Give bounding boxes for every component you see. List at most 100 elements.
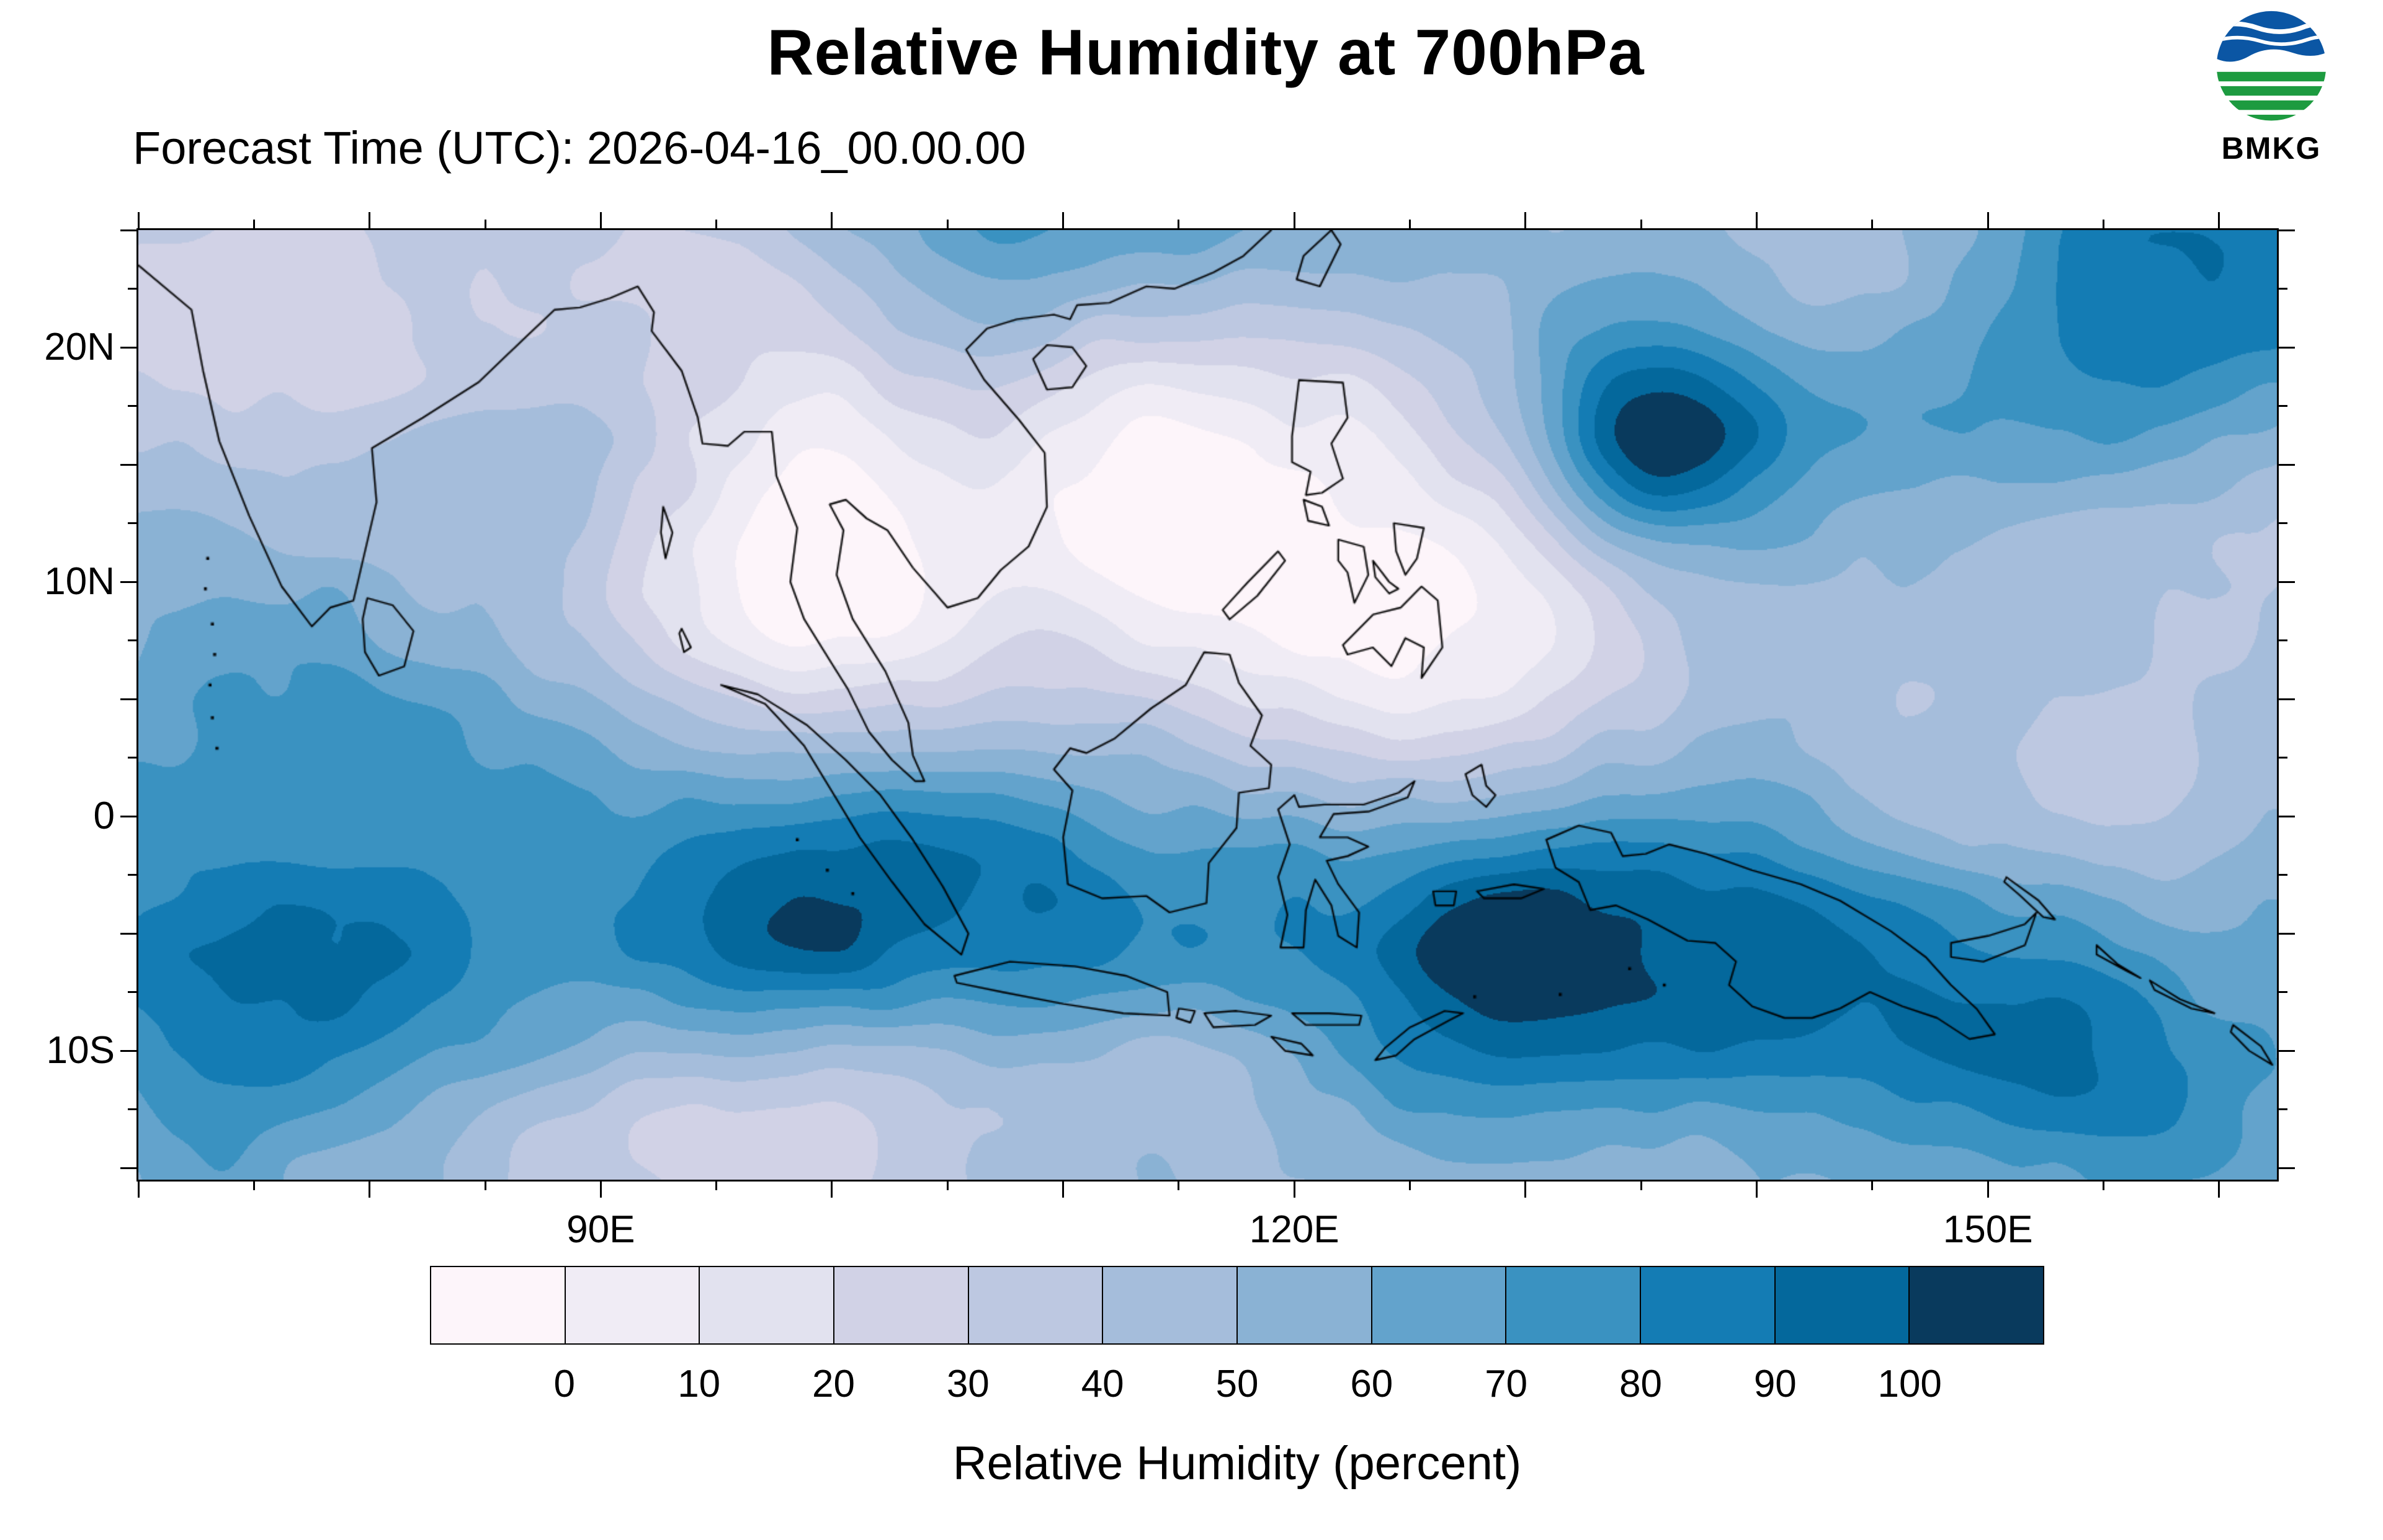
colorbar-tick-value: 50: [1215, 1363, 1259, 1405]
colorbar-box: [1505, 1266, 1642, 1345]
axis-tick: [2218, 1182, 2220, 1198]
axis-tick: [1756, 1182, 1758, 1198]
axis-tick: [1062, 212, 1065, 228]
axis-tick: [715, 1182, 718, 1190]
axis-tick: [484, 1182, 486, 1190]
axis-tick: [2279, 991, 2287, 994]
axis-tick: [946, 1182, 949, 1190]
axis-tick: [2279, 229, 2295, 231]
axis-tick: [2279, 1049, 2295, 1052]
axis-tick: [1524, 1182, 1527, 1198]
bmkg-logo-text: BMKG: [2221, 131, 2322, 166]
axis-tick: [715, 220, 718, 228]
colorbar-tick-value: 10: [677, 1363, 721, 1405]
axis-tick: [1524, 212, 1527, 228]
y-axis-label: 20N: [44, 326, 115, 368]
axis-tick: [120, 463, 136, 466]
axis-tick: [484, 220, 486, 228]
axis-tick: [120, 1167, 136, 1169]
colorbar-tick-value: 100: [1877, 1363, 1942, 1405]
colorbar: [430, 1266, 2045, 1345]
axis-tick: [2103, 1182, 2104, 1190]
axis-tick: [2279, 1167, 2295, 1169]
axis-tick: [128, 991, 136, 994]
colorbar-box: [1908, 1266, 2045, 1345]
colorbar-box: [564, 1266, 700, 1345]
x-axis-label: 90E: [566, 1208, 635, 1251]
colorbar-box: [967, 1266, 1104, 1345]
axis-tick: [137, 212, 140, 228]
axis-tick: [1756, 212, 1758, 228]
axis-tick: [2279, 932, 2295, 935]
axis-tick: [369, 212, 371, 228]
x-axis-label: 120E: [1249, 1208, 1339, 1251]
axis-tick: [1293, 212, 1295, 228]
axis-tick: [128, 757, 136, 759]
colorbar-box: [1640, 1266, 1776, 1345]
bmkg-logo-icon: [2216, 11, 2327, 121]
axis-tick: [831, 1182, 833, 1198]
axis-tick: [128, 1108, 136, 1111]
axis-tick: [2279, 405, 2287, 407]
bmkg-logo: BMKG: [2206, 10, 2336, 166]
colorbar-tick-value: 20: [812, 1363, 855, 1405]
colorbar-box: [699, 1266, 835, 1345]
colorbar-box: [1370, 1266, 1507, 1345]
axis-tick: [1987, 212, 1989, 228]
axis-tick: [1178, 1182, 1180, 1190]
axis-tick: [1293, 1182, 1295, 1198]
axis-tick: [1409, 1182, 1411, 1190]
axis-tick: [120, 815, 136, 817]
colorbar-tick-value: 80: [1619, 1363, 1662, 1405]
axis-tick: [128, 522, 136, 524]
axis-tick: [120, 1049, 136, 1052]
colorbar-label: Relative Humidity (percent): [952, 1437, 1522, 1490]
page-title: Relative Humidity at 700hPa: [767, 17, 1645, 89]
axis-tick: [1178, 220, 1180, 228]
humidity-field-canvas: [138, 230, 2277, 1180]
axis-tick: [128, 405, 136, 407]
axis-tick: [128, 874, 136, 876]
axis-tick: [120, 932, 136, 935]
axis-tick: [599, 1182, 602, 1198]
colorbar-box: [833, 1266, 969, 1345]
axis-tick: [2103, 220, 2104, 228]
axis-tick: [2218, 212, 2220, 228]
axis-tick: [137, 1182, 140, 1198]
axis-tick: [2279, 874, 2287, 876]
colorbar-box: [1774, 1266, 1910, 1345]
axis-tick: [1871, 220, 1874, 228]
colorbar-tick-value: 90: [1753, 1363, 1797, 1405]
axis-tick: [1871, 1182, 1874, 1190]
axis-tick: [2279, 288, 2287, 290]
axis-tick: [946, 220, 949, 228]
axis-tick: [2279, 815, 2295, 817]
axis-tick: [2279, 522, 2287, 524]
axis-tick: [1409, 220, 1411, 228]
axis-tick: [253, 1182, 255, 1190]
axis-tick: [1640, 1182, 1642, 1190]
x-axis-label: 150E: [1943, 1208, 2033, 1251]
axis-tick: [128, 288, 136, 290]
axis-tick: [2279, 1108, 2287, 1111]
colorbar-box: [430, 1266, 566, 1345]
y-axis-label: 10N: [44, 560, 115, 603]
axis-tick: [2279, 698, 2295, 700]
humidity-map-plot: 90E 120E 150E 20N 10N 0 10S: [44, 212, 2295, 1251]
colorbar-box: [1236, 1266, 1372, 1345]
axis-tick: [369, 1182, 371, 1198]
axis-tick: [253, 220, 255, 228]
axis-tick: [831, 212, 833, 228]
axis-tick: [2279, 581, 2295, 583]
axis-tick: [2279, 346, 2295, 349]
axis-tick: [2279, 757, 2287, 759]
axis-tick: [1640, 220, 1642, 228]
y-axis-label: 10S: [46, 1029, 115, 1072]
colorbar-box: [1102, 1266, 1238, 1345]
colorbar-tick-value: 0: [553, 1363, 576, 1405]
colorbar-tick-value: 40: [1081, 1363, 1124, 1405]
axis-tick: [128, 639, 136, 641]
axis-tick: [120, 581, 136, 583]
axis-tick: [2279, 463, 2295, 466]
colorbar-tick-value: 30: [946, 1363, 990, 1405]
